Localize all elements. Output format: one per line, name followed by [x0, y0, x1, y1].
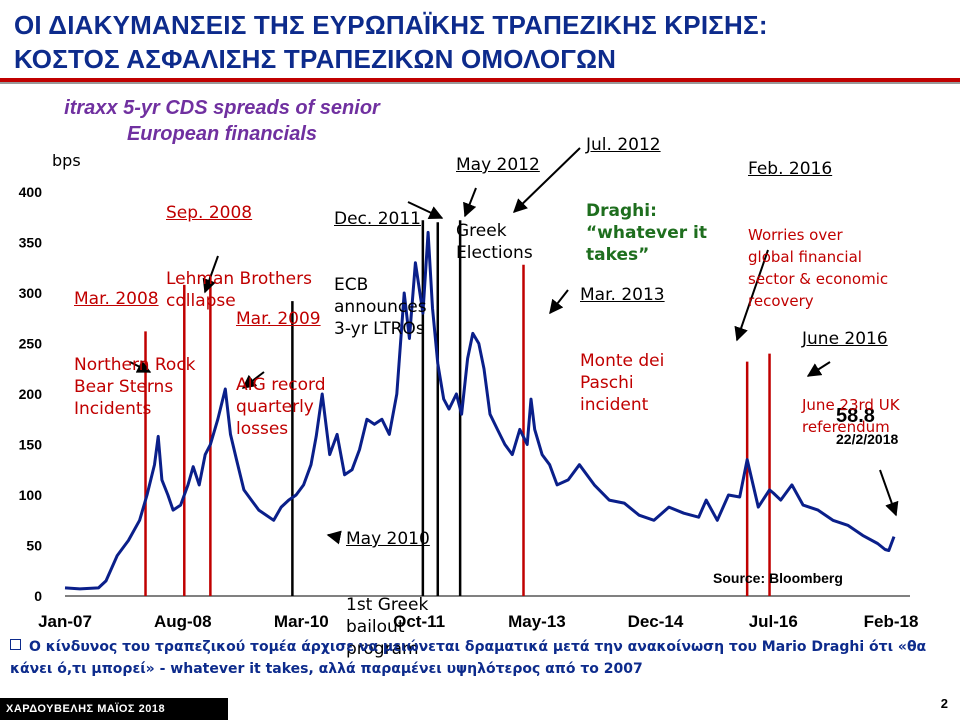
annotation-title: May 2012	[456, 155, 540, 175]
annotation-body: Lehman Brothers collapse	[166, 269, 312, 311]
annotation-title: Mar. 2008	[74, 289, 159, 309]
annotation-title: Dec. 2011	[334, 209, 421, 229]
annotation-title: Mar. 2013	[580, 285, 665, 305]
annotation-title: Jul. 2012	[586, 135, 661, 155]
x-tick-label: Aug-08	[154, 612, 212, 631]
annotation-title: Feb. 2016	[748, 159, 833, 179]
annotation-june-2016: June 2016 June 23rd UK referendum	[802, 284, 900, 460]
annotation-body: AIG record quarterly losses	[236, 375, 326, 439]
annotation-body: Draghi: “whatever it takes”	[586, 201, 707, 265]
y-tick-label: 100	[19, 487, 43, 503]
cds-series-line	[64, 230, 896, 591]
annotation-sep-2008: Sep. 2008 Lehman Brothers collapse	[166, 158, 312, 334]
page-number: 2	[940, 696, 948, 711]
title-rule-grey	[0, 82, 960, 84]
footer-note-text: Ο κίνδυνος του τραπεζικού τομέα άρχισε ν…	[10, 639, 927, 677]
annotation-body: Monte dei Paschi incident	[580, 351, 665, 415]
y-tick-label: 300	[19, 285, 43, 301]
last-date-label: 22/2/2018	[836, 431, 898, 447]
annotation-may-2010: May 2010 1st Greek bailout program	[346, 484, 430, 682]
annotation-title: May 2010	[346, 529, 430, 549]
y-tick-label: 200	[19, 386, 43, 402]
annotation-body: 1st Greek bailout program	[346, 595, 429, 659]
x-tick-label: Mar-10	[274, 612, 329, 631]
bullet-checkbox-icon	[10, 639, 21, 650]
annotation-mar-2013: Mar. 2013 Monte dei Paschi incident	[580, 240, 665, 438]
annotation-title: Mar. 2009	[236, 309, 321, 329]
y-axis-label: bps	[52, 151, 81, 170]
x-tick-label: Oct-11	[393, 612, 445, 631]
y-tick-label: 250	[19, 336, 43, 352]
last-value-label: 58.8	[836, 405, 875, 427]
chart-title-line1: itraxx 5-yr CDS spreads of senior	[64, 97, 381, 119]
annotation-dec-2011: Dec. 2011 ECB announces 3-yr LTROs	[334, 164, 427, 362]
annotation-title: June 2016	[802, 329, 888, 349]
x-tick-label: Jan-07	[38, 612, 92, 631]
x-tick-label: Jul-16	[749, 612, 798, 631]
annotation-body: June 23rd UK referendum	[802, 396, 900, 436]
x-tick-label: Feb-18	[864, 612, 919, 631]
x-tick-label: Dec-14	[628, 612, 684, 631]
y-tick-label: 150	[19, 437, 43, 453]
y-tick-label: 50	[26, 538, 42, 554]
y-tick-label: 400	[19, 184, 43, 200]
annotation-mar-2009: Mar. 2009 AIG record quarterly losses	[236, 264, 326, 462]
cds-spread-chart: itraxx 5-yr CDS spreads of senior Europe…	[19, 97, 919, 631]
author-badge: ΧΑΡΔΟΥΒΕΛΗΣ ΜΑΪΟΣ 2018	[0, 698, 228, 720]
y-tick-label: 350	[19, 235, 43, 251]
source-label: Source: Bloomberg	[713, 570, 843, 586]
annotation-body: Northern Rock Bear Sterns Incidents	[74, 355, 196, 419]
annotation-may-2012: May 2012 Greek Elections	[456, 110, 540, 286]
slide-title-line2: ΚΟΣΤΟΣ ΑΣΦΑΛΙΣΗΣ ΤΡΑΠΕΖΙΚΩΝ ΟΜΟΛΟΓΩΝ	[14, 44, 617, 74]
annotation-arrows	[129, 147, 899, 545]
annotation-jul-2012: Jul. 2012 Draghi: “whatever it takes”	[586, 90, 707, 288]
y-tick-label: 0	[34, 588, 42, 604]
chart-title-line2: European financials	[127, 123, 317, 145]
annotation-body: Greek Elections	[456, 221, 533, 263]
annotation-body: ECB announces 3-yr LTROs	[334, 275, 427, 339]
annotation-mar-2008: Mar. 2008 Northern Rock Bear Sterns Inci…	[74, 244, 196, 442]
footer-note: Ο κίνδυνος του τραπεζικού τομέα άρχισε ν…	[10, 636, 950, 680]
title-rule-red	[0, 78, 960, 82]
x-tick-label: May-13	[508, 612, 566, 631]
annotation-feb-2016: Feb. 2016 Worries over global financial …	[748, 114, 888, 334]
annotation-body: Worries over global financial sector & e…	[748, 226, 889, 310]
slide-title-line1: ΟΙ ΔΙΑΚΥΜΑΝΣΕΙΣ ΤΗΣ ΕΥΡΩΠΑΪΚΗΣ ΤΡΑΠΕΖΙΚΗ…	[14, 10, 768, 40]
annotation-title: Sep. 2008	[166, 203, 253, 223]
